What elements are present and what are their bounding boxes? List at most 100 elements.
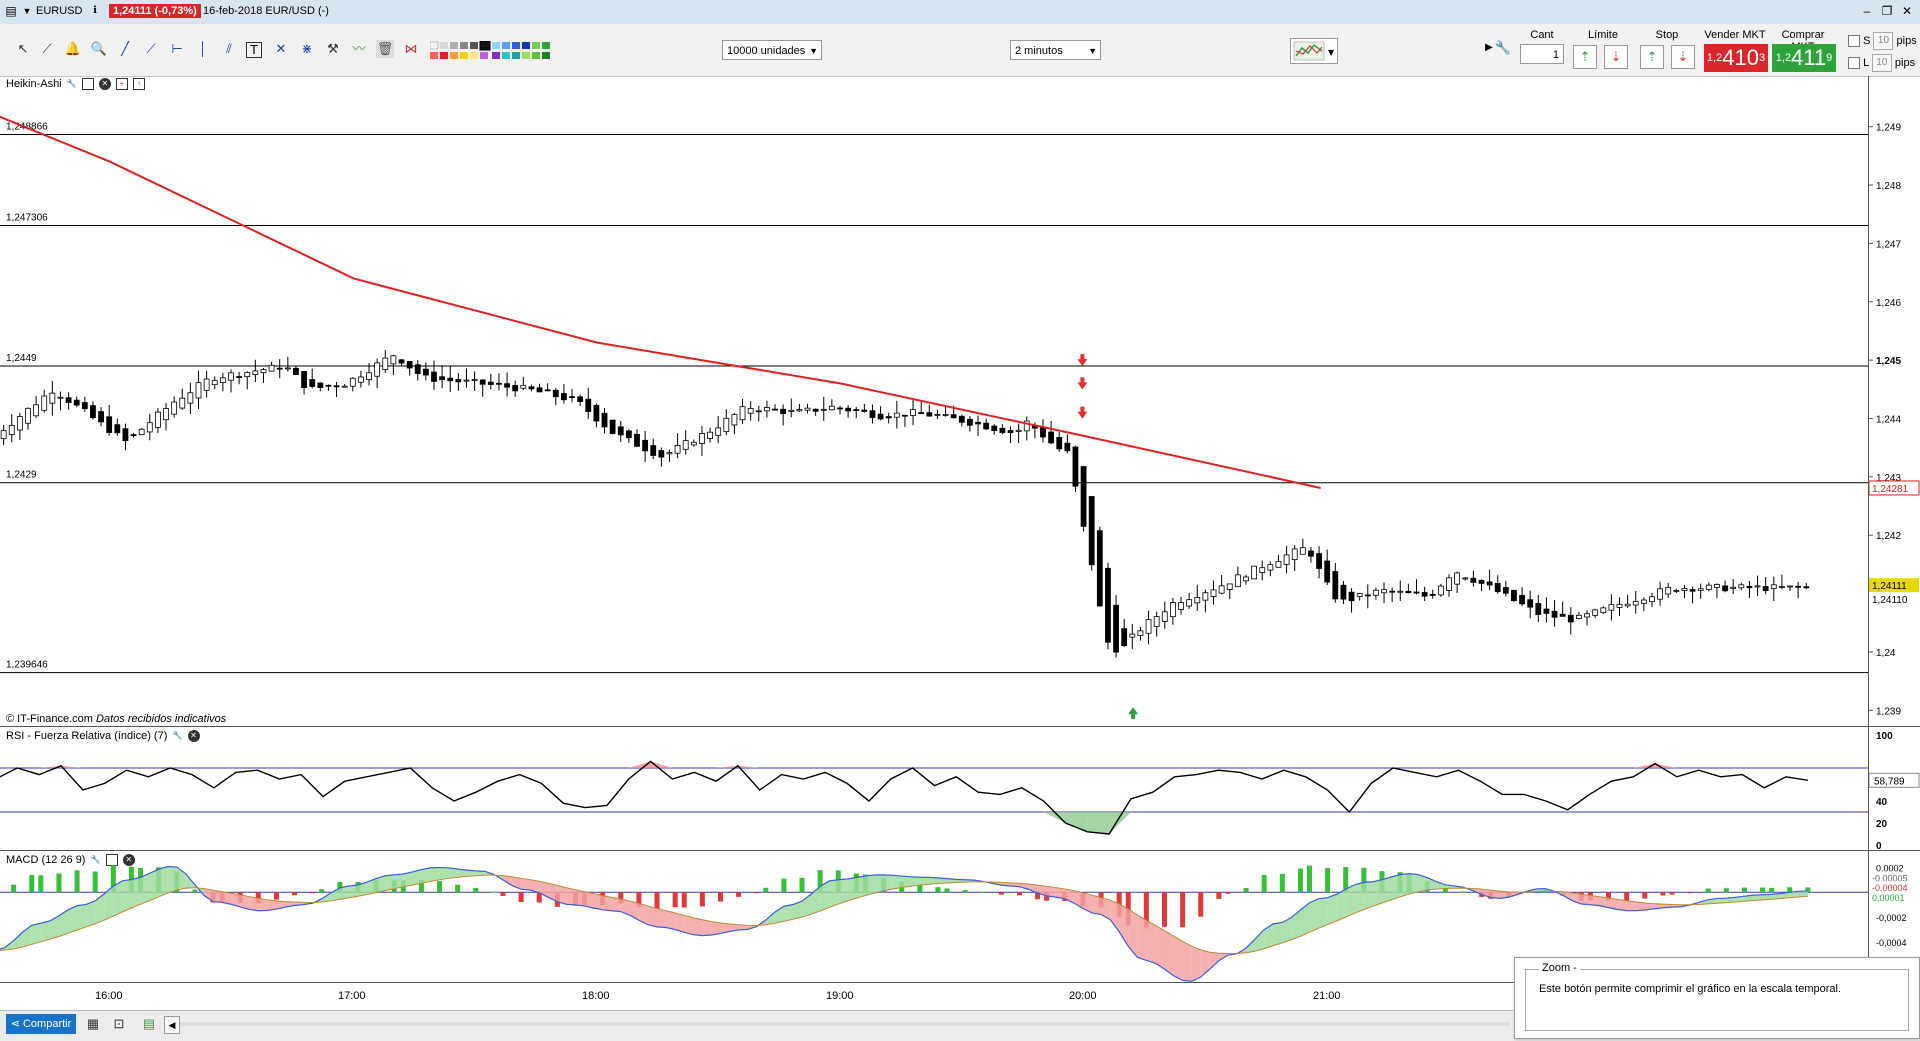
macd-signal-fill bbox=[1599, 896, 1609, 908]
candle-body bbox=[837, 407, 843, 410]
channel-icon[interactable]: ⫽ bbox=[226, 41, 232, 56]
stop-buy-icon[interactable]: ⇡ bbox=[1640, 45, 1664, 69]
pattern-icon[interactable]: ⋈ bbox=[404, 41, 418, 56]
candle-body bbox=[1470, 577, 1477, 583]
current-price-tag bbox=[1869, 578, 1919, 593]
candle-body bbox=[902, 414, 908, 417]
maximize-icon[interactable] bbox=[81, 78, 94, 91]
candle-body bbox=[1251, 565, 1258, 580]
limit-checkbox[interactable] bbox=[1848, 57, 1860, 69]
candle-body bbox=[747, 407, 754, 414]
candle-body bbox=[877, 413, 884, 420]
window-menu-icon[interactable]: ▤ bbox=[5, 4, 17, 18]
share-button[interactable]: ⋖ Compartir bbox=[6, 1014, 76, 1034]
macd-signal-fill bbox=[1146, 920, 1156, 964]
text-tool-icon[interactable]: T bbox=[246, 42, 262, 58]
interval-select[interactable]: 2 minutos ▼ bbox=[1010, 40, 1101, 60]
candle-body bbox=[658, 450, 665, 458]
trendline-icon[interactable]: ╱ bbox=[121, 41, 129, 56]
macd-signal-fill bbox=[820, 880, 830, 911]
zoom-icon[interactable]: 🔍 bbox=[90, 41, 108, 56]
indicator-icon[interactable]: 〰 bbox=[352, 41, 366, 56]
layout-icon[interactable]: ▤ bbox=[142, 1016, 156, 1031]
ruler-icon[interactable]: ⟋ bbox=[42, 41, 52, 56]
sell-signal-arrow-icon bbox=[1077, 354, 1088, 367]
stop-label: Stop bbox=[1655, 29, 1679, 41]
wrench-icon[interactable]: 🔧 bbox=[1494, 40, 1512, 55]
main-chart[interactable]: 1,2488661,2473061,24491,24291,2396461,24… bbox=[0, 76, 1920, 724]
time-label: 21:00 bbox=[1313, 990, 1341, 1002]
delete-icon[interactable]: 🗑 bbox=[376, 40, 394, 58]
candle-body bbox=[187, 392, 194, 404]
chart-type-button[interactable]: ▼ bbox=[1290, 38, 1338, 64]
share-label: Compartir bbox=[22, 1018, 72, 1030]
move-up-icon[interactable]: ↑ bbox=[132, 78, 145, 91]
candle-body bbox=[114, 424, 121, 434]
minimize-icon[interactable]: – bbox=[1863, 4, 1871, 18]
macd-chart[interactable]: 0,00020,0000-0,0002-0,0004-0,0006-0,0000… bbox=[0, 851, 1920, 982]
pointer-icon[interactable]: ↖ bbox=[17, 41, 29, 56]
scroll-left-button[interactable]: ◀ bbox=[164, 1016, 180, 1034]
fan-icon[interactable]: ⋇ bbox=[301, 41, 313, 56]
candle-body bbox=[1373, 589, 1379, 596]
fibonacci-icon[interactable]: ✕ bbox=[275, 41, 287, 56]
candle-body bbox=[609, 419, 616, 434]
candle-body bbox=[81, 402, 88, 410]
macd-signal-fill bbox=[258, 898, 268, 911]
add-indicator-icon[interactable]: + bbox=[115, 78, 128, 91]
candle-body bbox=[1421, 592, 1428, 597]
candle-body bbox=[1202, 592, 1209, 601]
stop-loss-checkbox[interactable] bbox=[1848, 35, 1860, 47]
info-icon[interactable]: ℹ bbox=[93, 5, 97, 16]
rsi-oversold-fill bbox=[1087, 812, 1110, 834]
color-palette[interactable] bbox=[429, 40, 580, 61]
buy-mkt-button[interactable]: 1,24119 bbox=[1772, 44, 1836, 72]
vertical-line-icon[interactable]: │ bbox=[198, 41, 208, 56]
close-icon[interactable]: ✕ bbox=[98, 78, 111, 91]
wrench-icon[interactable]: 🔧 bbox=[66, 79, 77, 89]
qty-input[interactable]: 1 bbox=[1520, 44, 1564, 64]
candle-body bbox=[1381, 589, 1387, 594]
macd-signal-fill bbox=[1490, 890, 1500, 899]
macd-signal-fill bbox=[774, 906, 784, 924]
macd-value-tag bbox=[1869, 891, 1919, 904]
close-icon[interactable]: ✕ bbox=[122, 854, 135, 867]
restore-icon[interactable]: ❐ bbox=[1881, 4, 1893, 18]
macd-signal-fill bbox=[1191, 946, 1201, 982]
rsi-chart[interactable]: 100604020058,789 bbox=[0, 727, 1920, 850]
macd-histogram-bar bbox=[319, 889, 325, 893]
alert-bell-icon[interactable]: 🔔 bbox=[64, 41, 82, 56]
color-swatches[interactable] bbox=[429, 40, 580, 61]
candle-body bbox=[244, 371, 251, 378]
tools-icon[interactable]: ⚒ bbox=[327, 41, 339, 56]
candle-body bbox=[650, 445, 657, 456]
candle-body bbox=[228, 372, 234, 381]
close-icon[interactable]: ✕ bbox=[187, 730, 200, 743]
calendar-icon[interactable]: ▦ bbox=[86, 1016, 100, 1031]
macd-signal-fill bbox=[1581, 894, 1591, 905]
dropdown-arrow-icon[interactable]: ▼ bbox=[22, 6, 32, 16]
ray-icon[interactable]: ⟋ bbox=[146, 41, 156, 56]
close-icon[interactable]: ✕ bbox=[1901, 4, 1913, 18]
macd-signal-fill bbox=[1400, 873, 1410, 897]
macd-histogram-bar bbox=[1198, 892, 1204, 917]
chart-type-icon: ▼ bbox=[1293, 41, 1335, 61]
time-scrollbar[interactable] bbox=[180, 1022, 1510, 1026]
macd-signal-fill bbox=[783, 904, 793, 922]
macd-histogram-bar bbox=[536, 892, 542, 903]
zoom-reset-icon[interactable]: ⊡ bbox=[113, 1016, 125, 1031]
horizontal-line-icon[interactable]: ⊢ bbox=[171, 41, 183, 56]
wrench-icon[interactable]: 🔧 bbox=[172, 731, 183, 741]
candle-body bbox=[1559, 613, 1566, 617]
sell-mkt-button[interactable]: 1,24103 bbox=[1704, 44, 1768, 72]
play-icon[interactable]: ▶ bbox=[1485, 42, 1493, 53]
units-select[interactable]: 10000 unidades ▼ bbox=[722, 40, 822, 60]
limit-sell-icon[interactable]: ⇣ bbox=[1604, 45, 1628, 69]
limit-pips-input[interactable]: 10 bbox=[1871, 54, 1892, 72]
price-tick-label: 1,249 bbox=[1876, 123, 1901, 134]
stop-loss-pips-input[interactable]: 10 bbox=[1873, 32, 1894, 50]
limit-buy-icon[interactable]: ⇡ bbox=[1573, 45, 1597, 69]
wrench-icon[interactable]: 🔧 bbox=[90, 855, 101, 865]
candle-body bbox=[90, 405, 96, 418]
stop-sell-icon[interactable]: ⇣ bbox=[1671, 45, 1695, 69]
